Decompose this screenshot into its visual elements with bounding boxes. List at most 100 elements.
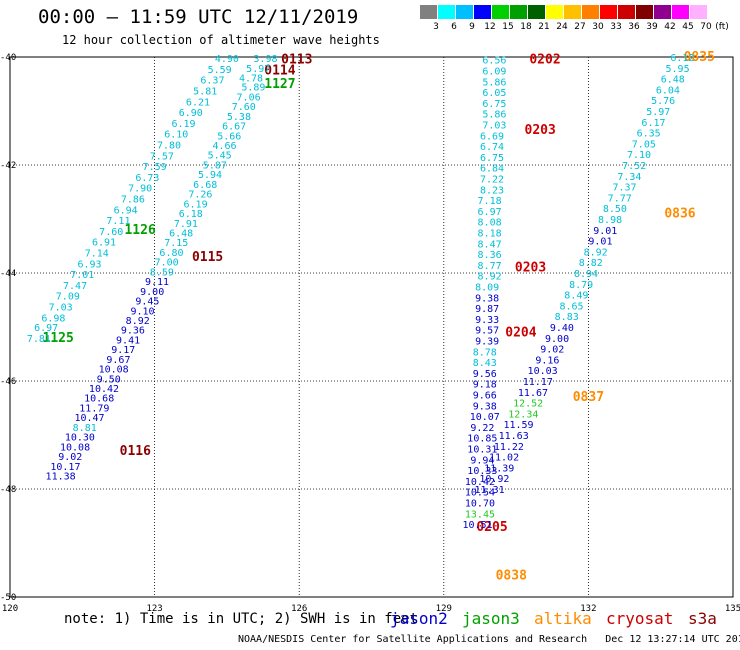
wave-height-value: 7.06 [237,92,261,103]
satellite-label-cryosat: cryosat [606,609,674,628]
wave-height-value: 4.66 [212,141,236,152]
wave-height-value: 8.59 [150,267,174,278]
lat-label: -40 [0,53,16,63]
lat-label: -50 [0,593,16,603]
wave-height-value: 8.09 [475,283,499,294]
wave-height-value: 11.59 [503,420,533,431]
pass-time-label: 1127 [264,77,295,92]
wave-height-value: 6.04 [656,85,680,96]
satellite-label-altika: altika [534,609,592,628]
wave-height-value: 8.81 [73,423,97,434]
legend-label: 3 [433,22,439,32]
wave-height-value: 5.86 [482,77,506,88]
wave-height-value: 5.97 [246,64,270,75]
wave-height-value: 8.43 [473,358,497,369]
wave-height-value: 8.08 [478,218,502,229]
wave-height-value: 9.39 [475,337,499,348]
lon-label: 132 [580,604,596,614]
wave-height-value: 5.95 [666,64,690,75]
wave-height-value: 11.39 [484,463,514,474]
wave-height-value: 9.01 [593,226,617,237]
timestamp: Dec 12 13:27:14 UTC 2019 [605,634,740,645]
wave-height-value: 9.94 [470,455,494,466]
pass-time-label: 0205 [476,520,507,535]
wave-height-value: 10.68 [84,394,114,405]
legend-label: 30 [592,22,604,32]
wave-height-value: 6.21 [186,97,210,108]
wave-height-value: 9.00 [545,334,569,345]
wave-height-value: 7.60 [232,102,256,113]
wave-height-value: 9.67 [106,355,130,366]
wave-height-value: 5.76 [651,96,675,107]
wave-height-value: 10.07 [470,412,500,423]
pass-time-label: 1126 [124,223,155,238]
wave-height-value: 7.59 [143,162,167,173]
wave-height-value: 7.00 [155,258,179,269]
wave-height-value: 12.52 [513,399,543,410]
wave-height-value: 6.97 [478,207,502,218]
legend-swatch [456,5,473,19]
legend-swatch [438,5,455,19]
wave-height-value: 11.79 [79,403,109,414]
wave-height-value: 5.45 [208,151,232,162]
lon-label: 120 [2,604,18,614]
pass-time-label: 1125 [43,331,74,346]
wave-height-value: 9.16 [535,355,559,366]
legend-label: 12 [484,22,496,32]
wave-height-value: 5.66 [217,131,241,142]
wave-height-value: 5.38 [227,112,251,123]
wave-height-value: 6.09 [482,67,506,78]
wave-height-value: 7.86 [121,194,145,205]
wave-height-value: 9.10 [131,306,155,317]
legend-swatch [528,5,545,19]
legend-swatch [546,5,563,19]
wave-height-value: 12.34 [508,409,538,420]
wave-height-value: 9.22 [470,423,494,434]
wave-height-value: 8.23 [480,185,504,196]
lon-label: 129 [436,604,452,614]
wave-height-value: 9.33 [475,315,499,326]
wave-height-value: 6.35 [637,129,661,140]
wave-height-value: 9.38 [475,293,499,304]
credit-text: NOAA/NESDIS Center for Satellite Applica… [238,634,588,645]
wave-height-value: 6.18 [179,209,203,220]
wave-height-value: 8.49 [564,291,588,302]
wave-height-value: 10.08 [99,365,129,376]
legend-label: 21 [538,22,550,32]
wave-height-value: 6.75 [482,99,506,110]
wave-height-value: 6.69 [480,131,504,142]
wave-height-value: 10.54 [465,488,495,499]
wave-height-value: 11.38 [46,472,76,483]
wave-height-value: 9.56 [473,369,497,380]
wave-height-value: 11.63 [499,431,529,442]
pass-time-label: 0116 [120,444,151,459]
wave-height-value: 10.42 [89,384,119,395]
pass-time-label: 0835 [684,50,715,65]
wave-height-value: 6.48 [661,75,685,86]
wave-height-value: 7.15 [164,238,188,249]
wave-height-value: 9.18 [473,380,497,391]
wave-height-value: 7.90 [128,184,152,195]
wave-height-value: 9.36 [121,326,145,337]
wave-height-value: 11.31 [475,485,505,496]
wave-height-value: 3.98 [253,54,277,65]
wave-height-value: 9.45 [135,297,159,308]
wave-height-value: 5.94 [198,170,222,181]
wave-height-value: 6.67 [222,122,246,133]
wave-height-value: 9.57 [475,326,499,337]
wave-height-value: 8.92 [584,247,608,258]
wave-height-value: 7.47 [63,281,87,292]
pass-time-label: 0115 [192,250,223,265]
wave-height-value: 10.42 [465,477,495,488]
pass-time-label: 0113 [281,53,312,68]
wave-height-value: 10.51 [462,520,492,531]
legend-swatch [564,5,581,19]
wave-height-value: 8.82 [579,258,603,269]
legend-label: 36 [628,22,640,32]
wave-height-value: 7.01 [70,270,94,281]
legend-swatch [492,5,509,19]
wave-height-value: 7.18 [478,196,502,207]
pass-time-label: 0204 [505,325,536,340]
pass-time-label: 0203 [515,261,546,276]
